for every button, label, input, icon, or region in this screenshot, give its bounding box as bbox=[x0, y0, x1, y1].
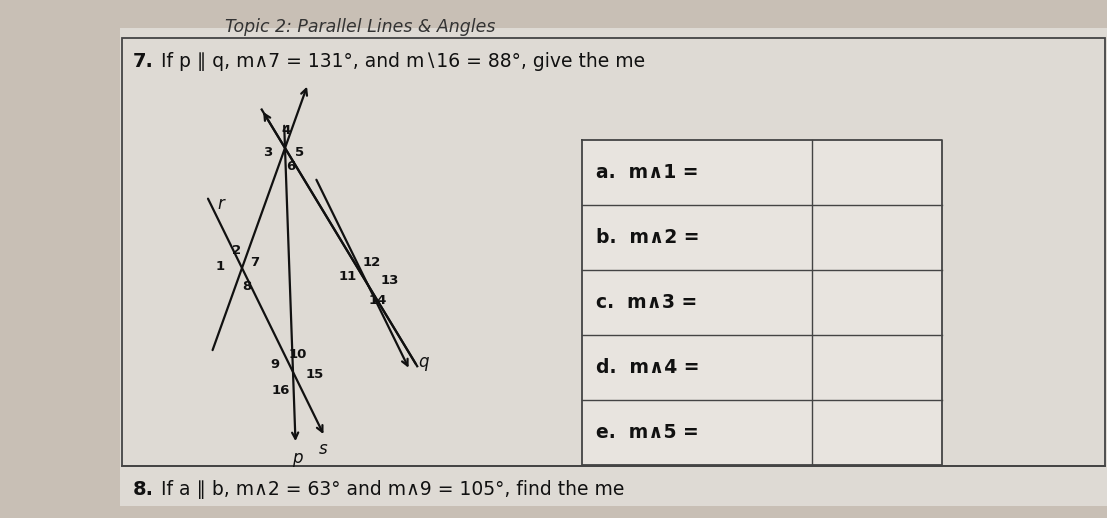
Text: r: r bbox=[217, 195, 225, 213]
Text: c.  m∧3 =: c. m∧3 = bbox=[596, 293, 697, 312]
Text: b.  m∧2 =: b. m∧2 = bbox=[596, 228, 700, 247]
Text: Topic 2: Parallel Lines & Angles: Topic 2: Parallel Lines & Angles bbox=[225, 18, 495, 36]
Text: 8: 8 bbox=[242, 280, 251, 293]
Text: If a ∥ b, m∧2 = 63° and m∧9 = 105°, find the me: If a ∥ b, m∧2 = 63° and m∧9 = 105°, find… bbox=[155, 480, 624, 499]
Text: q: q bbox=[418, 353, 430, 371]
Text: s: s bbox=[319, 440, 327, 457]
Text: 15: 15 bbox=[306, 367, 324, 381]
Text: 9: 9 bbox=[270, 357, 280, 370]
Text: 4: 4 bbox=[281, 123, 291, 137]
Text: a.  m∧1 =: a. m∧1 = bbox=[596, 163, 699, 182]
Text: 13: 13 bbox=[381, 274, 400, 286]
Text: d.  m∧4 =: d. m∧4 = bbox=[596, 358, 700, 377]
Bar bbox=[122, 38, 1105, 466]
Text: If p ∥ q, m∧7 = 131°, and m∖16 = 88°, give the me: If p ∥ q, m∧7 = 131°, and m∖16 = 88°, gi… bbox=[155, 52, 645, 71]
Bar bbox=[582, 140, 942, 465]
Text: 2: 2 bbox=[232, 243, 241, 256]
Bar bbox=[120, 28, 1107, 506]
Text: 14: 14 bbox=[369, 294, 387, 307]
Text: 7: 7 bbox=[250, 256, 259, 269]
Text: 5: 5 bbox=[296, 146, 304, 159]
Text: p: p bbox=[292, 449, 303, 467]
Text: 10: 10 bbox=[289, 348, 307, 361]
Text: 11: 11 bbox=[339, 270, 358, 283]
Text: e.  m∧5 =: e. m∧5 = bbox=[596, 423, 699, 442]
Text: 6: 6 bbox=[287, 160, 296, 172]
Text: 8.: 8. bbox=[133, 480, 154, 499]
Text: 12: 12 bbox=[363, 256, 381, 269]
Text: 16: 16 bbox=[272, 383, 290, 396]
Text: 3: 3 bbox=[263, 146, 272, 159]
Text: 7.: 7. bbox=[133, 52, 154, 71]
Text: 1: 1 bbox=[216, 260, 225, 272]
